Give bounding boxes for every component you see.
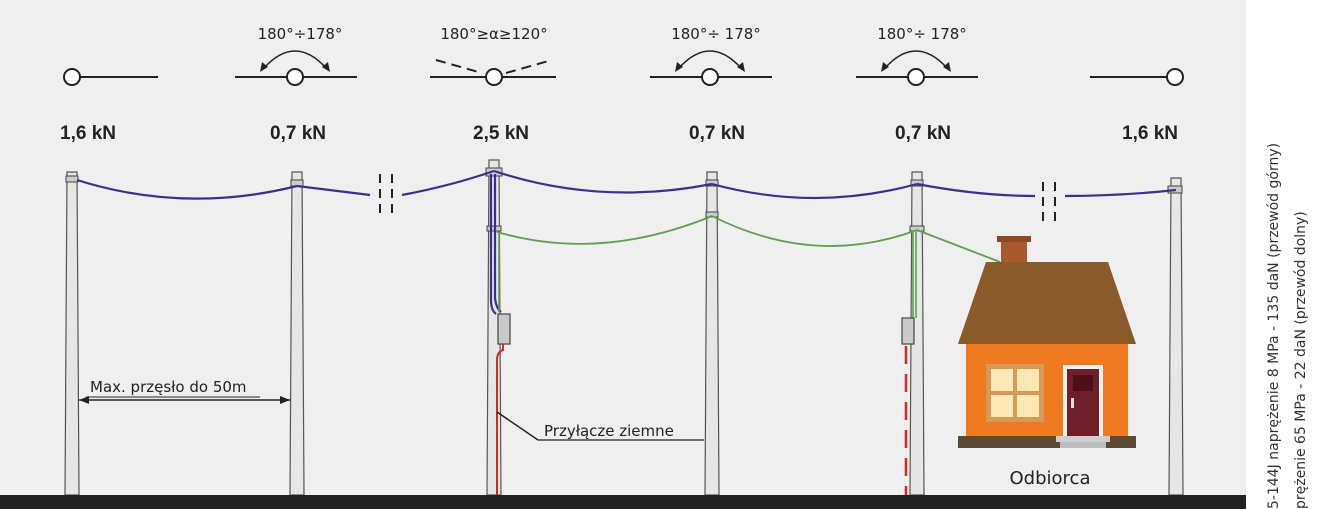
force-label-2: 0,7 kN [270,123,326,144]
force-label-6: 1,6 kN [1122,123,1178,144]
house-chimney [1001,238,1027,264]
lower-conductor [496,215,1001,318]
angle-symbol-5 [856,50,978,86]
ground-connection-label: Przyłącze ziemne [544,422,674,440]
pole-6 [1167,177,1184,496]
angle-symbol-2 [235,50,357,86]
angle-symbol-3 [430,59,556,86]
angle-symbol-1 [63,68,158,86]
angle-symbol-4 [650,50,772,86]
junction-box-1 [497,313,511,345]
angle-label-2: 180°≥α≥120° [440,25,547,43]
house-roof [958,262,1136,344]
pole-4 [704,171,720,496]
force-label-5: 0,7 kN [895,123,951,144]
pole-1 [64,171,80,496]
force-label-1: 1,6 kN [60,123,116,144]
upper-conductor [76,169,1177,315]
angle-label-4: 180°÷ 178° [877,25,967,43]
underground-cable [496,344,908,496]
ground-connection-leader [496,411,704,441]
span-break-2 [1042,182,1056,224]
span-dimension [79,396,290,404]
side-note-lower: prężenie 65 MPa - 22 daN (przewód dolny) [1293,211,1309,509]
span-label: Max. przęsło do 50m [90,378,247,396]
force-label-4: 0,7 kN [689,123,745,144]
junction-box-2 [901,317,915,345]
ground-line [0,495,1246,509]
consumer-label: Odbiorca [1010,468,1091,489]
pole-2 [289,171,305,496]
side-note-upper: 5-144J naprężenie 8 MPa - 135 daN (przew… [1266,143,1282,509]
force-label-3: 2,5 kN [473,123,529,144]
span-break-1 [379,174,393,216]
angle-label-3: 180°÷ 178° [671,25,761,43]
angle-label-1: 180°÷178° [258,25,343,43]
angle-symbol-6 [1090,68,1184,86]
house-illustration [958,236,1136,448]
